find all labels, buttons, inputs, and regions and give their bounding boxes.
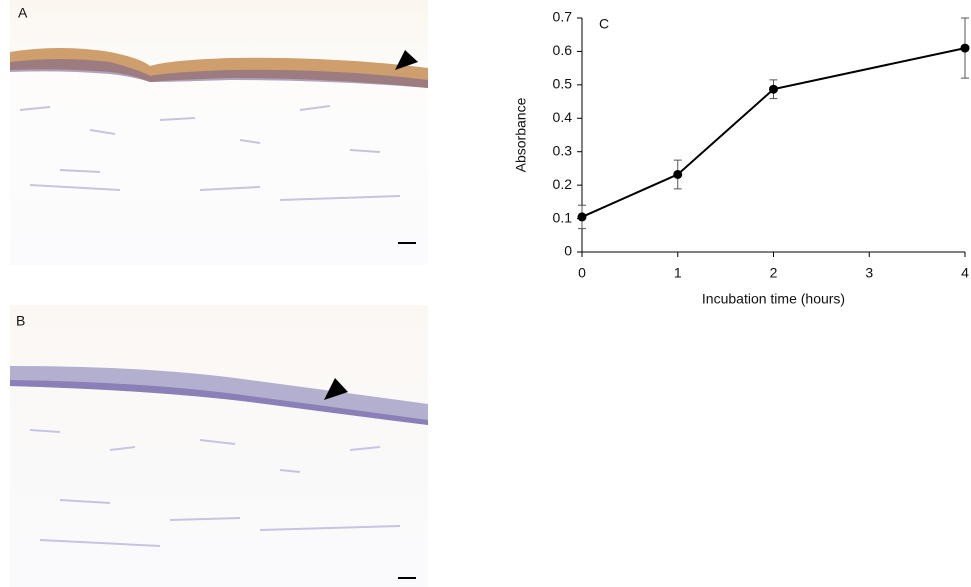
y-tick-label: 0.6	[553, 42, 573, 58]
x-tick-label: 2	[770, 265, 778, 281]
y-tick-label: 0.3	[553, 142, 573, 158]
micrograph-b	[10, 305, 428, 587]
data-point	[577, 212, 587, 222]
data-point	[769, 84, 778, 94]
y-tick-label: 0.4	[553, 109, 573, 125]
data-point	[673, 169, 683, 179]
y-tick-label: 0.5	[553, 76, 573, 92]
y-tick-label: 0.2	[553, 176, 573, 192]
x-axis-title: Incubation time (hours)	[702, 291, 845, 307]
x-tick-label: 0	[578, 265, 586, 281]
y-tick-label: 0	[564, 243, 572, 259]
data-point	[960, 43, 970, 53]
data-line	[581, 47, 966, 218]
panel-label: B	[16, 313, 25, 329]
chart: 0 0.1 0.2 0.3 0.4 0.5 0.6 0.7 0 1 2 3 4 Incubation ti…	[513, 9, 970, 307]
micrograph-a	[10, 0, 428, 265]
y-axis-title: Absorbance	[513, 97, 529, 172]
y-tick-label: 0.1	[553, 209, 573, 225]
panel-label: C	[599, 16, 609, 32]
y-tick-label: 0.7	[553, 9, 573, 25]
panel-label: A	[18, 5, 28, 21]
x-tick-label: 4	[961, 265, 969, 281]
x-tick-label: 1	[674, 265, 682, 281]
x-tick-label: 3	[865, 265, 873, 281]
